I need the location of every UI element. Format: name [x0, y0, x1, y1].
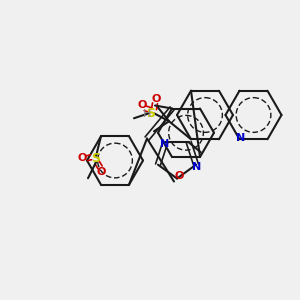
Text: S: S	[92, 152, 100, 165]
Text: N: N	[192, 162, 202, 172]
Text: S: S	[146, 107, 155, 120]
Text: O: O	[151, 94, 161, 104]
Text: O: O	[77, 153, 87, 163]
Text: O: O	[96, 167, 106, 177]
Text: O: O	[137, 100, 147, 110]
Text: H: H	[143, 109, 151, 118]
Text: N: N	[236, 133, 245, 143]
Text: N: N	[160, 139, 169, 149]
Text: O: O	[174, 170, 184, 181]
